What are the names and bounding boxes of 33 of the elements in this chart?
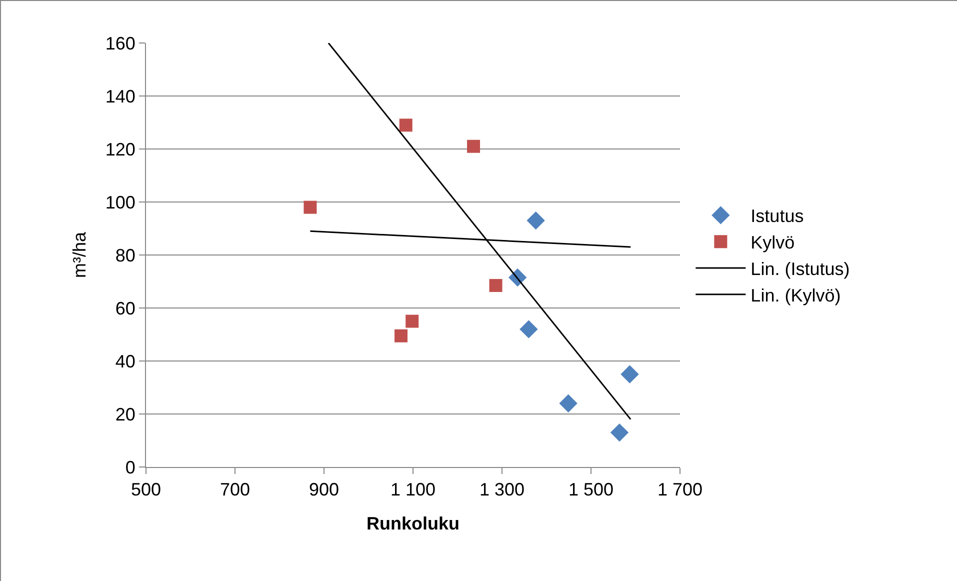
point xyxy=(610,423,629,442)
point xyxy=(304,200,317,214)
x-tick-label: 500 xyxy=(130,480,162,500)
y-tick-label: 0 xyxy=(125,457,136,478)
y-tick-label: 160 xyxy=(105,33,136,54)
legend-label: Lin. (Kylvö) xyxy=(750,285,841,306)
x-axis-title: Runkoluku xyxy=(366,514,460,534)
point xyxy=(520,320,538,338)
legend-label: Istutus xyxy=(750,206,804,226)
x-tick-label: 700 xyxy=(220,480,250,500)
point xyxy=(406,314,419,328)
y-tick-label: 140 xyxy=(105,86,136,106)
x-tick-label: 1 300 xyxy=(479,480,525,500)
x-tick-label: 1 500 xyxy=(568,480,614,500)
point xyxy=(399,118,412,132)
point xyxy=(620,365,639,384)
point xyxy=(394,329,408,342)
y-tick-label: 80 xyxy=(115,245,136,266)
point xyxy=(489,278,502,292)
x-tick-label: 1 700 xyxy=(657,480,703,500)
y-tick-label: 40 xyxy=(115,351,136,372)
x-tick-label: 900 xyxy=(308,480,340,500)
y-axis-title: m³/ha xyxy=(70,231,90,278)
y-tick-label: 120 xyxy=(105,139,136,160)
point xyxy=(467,140,480,153)
x-tick-label: 1 100 xyxy=(390,480,436,500)
y-tick-label: 60 xyxy=(115,298,136,318)
point xyxy=(526,211,545,230)
legend-label: Lin. (Istutus) xyxy=(750,259,850,280)
y-tick-label: 100 xyxy=(105,192,136,212)
point xyxy=(559,394,578,412)
y-tick-label: 20 xyxy=(115,404,136,424)
legend-label: Kylvö xyxy=(750,232,795,253)
